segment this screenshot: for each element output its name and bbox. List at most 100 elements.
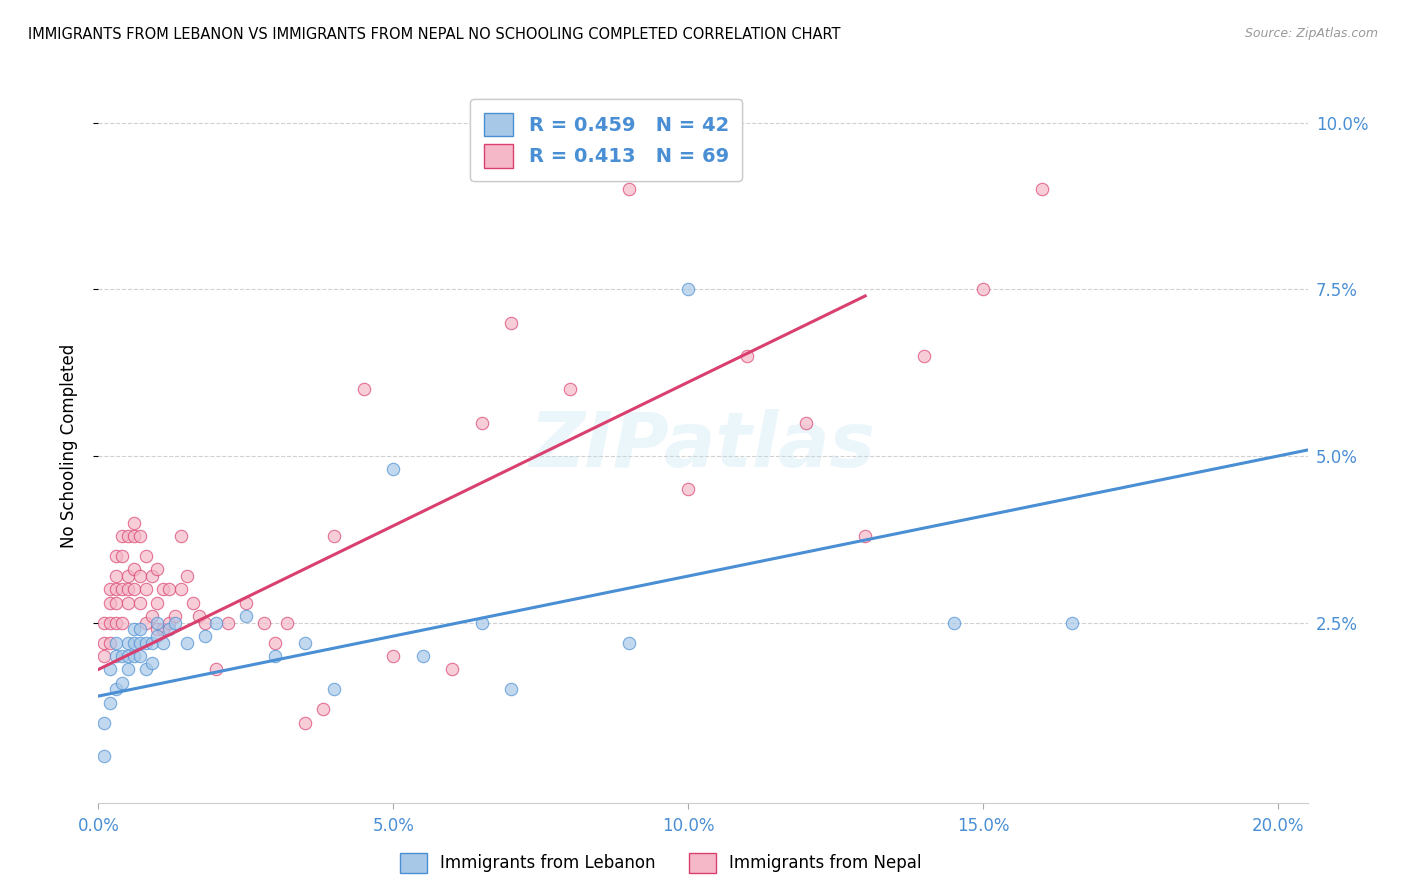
Point bbox=[294, 715, 316, 730]
Point bbox=[276, 615, 298, 630]
Point bbox=[111, 615, 134, 630]
Point bbox=[264, 636, 287, 650]
Point bbox=[912, 349, 935, 363]
Point bbox=[471, 615, 494, 630]
Point bbox=[311, 702, 333, 716]
Point bbox=[157, 615, 180, 630]
Point bbox=[217, 615, 239, 630]
Point bbox=[98, 662, 121, 676]
Point bbox=[111, 649, 134, 664]
Point bbox=[141, 569, 163, 583]
Point bbox=[105, 682, 128, 697]
Point bbox=[135, 615, 157, 630]
Point bbox=[235, 596, 257, 610]
Point bbox=[98, 615, 121, 630]
Point bbox=[194, 629, 217, 643]
Point bbox=[382, 649, 405, 664]
Point bbox=[135, 582, 157, 597]
Point bbox=[794, 416, 817, 430]
Text: IMMIGRANTS FROM LEBANON VS IMMIGRANTS FROM NEPAL NO SCHOOLING COMPLETED CORRELAT: IMMIGRANTS FROM LEBANON VS IMMIGRANTS FR… bbox=[28, 27, 841, 42]
Point bbox=[93, 636, 115, 650]
Point bbox=[152, 582, 174, 597]
Point bbox=[323, 529, 346, 543]
Point bbox=[853, 529, 876, 543]
Point bbox=[152, 623, 174, 637]
Point bbox=[122, 529, 145, 543]
Point bbox=[135, 549, 157, 563]
Point bbox=[135, 636, 157, 650]
Point bbox=[93, 649, 115, 664]
Point bbox=[501, 682, 523, 697]
Point bbox=[141, 656, 163, 670]
Point bbox=[98, 582, 121, 597]
Text: Source: ZipAtlas.com: Source: ZipAtlas.com bbox=[1244, 27, 1378, 40]
Point bbox=[98, 636, 121, 650]
Point bbox=[117, 582, 139, 597]
Point bbox=[235, 609, 257, 624]
Point bbox=[181, 596, 204, 610]
Point bbox=[135, 662, 157, 676]
Point bbox=[146, 623, 169, 637]
Point bbox=[501, 316, 523, 330]
Point bbox=[146, 596, 169, 610]
Point bbox=[122, 649, 145, 664]
Legend: R = 0.459   N = 42, R = 0.413   N = 69: R = 0.459 N = 42, R = 0.413 N = 69 bbox=[470, 99, 742, 181]
Point bbox=[111, 529, 134, 543]
Point bbox=[323, 682, 346, 697]
Point bbox=[117, 596, 139, 610]
Point bbox=[117, 662, 139, 676]
Point bbox=[205, 615, 228, 630]
Point bbox=[619, 636, 641, 650]
Point bbox=[122, 562, 145, 576]
Y-axis label: No Schooling Completed: No Schooling Completed bbox=[59, 344, 77, 548]
Point bbox=[560, 382, 582, 396]
Point bbox=[382, 462, 405, 476]
Point bbox=[111, 582, 134, 597]
Point bbox=[619, 182, 641, 196]
Point bbox=[111, 675, 134, 690]
Point bbox=[735, 349, 758, 363]
Point bbox=[678, 483, 700, 497]
Legend: Immigrants from Lebanon, Immigrants from Nepal: Immigrants from Lebanon, Immigrants from… bbox=[394, 847, 928, 880]
Point bbox=[441, 662, 464, 676]
Text: ZIPatlas: ZIPatlas bbox=[530, 409, 876, 483]
Point bbox=[194, 615, 217, 630]
Point bbox=[98, 696, 121, 710]
Point bbox=[176, 569, 198, 583]
Point bbox=[942, 615, 965, 630]
Point bbox=[122, 623, 145, 637]
Point bbox=[678, 282, 700, 296]
Point bbox=[128, 569, 150, 583]
Point bbox=[128, 529, 150, 543]
Point bbox=[128, 649, 150, 664]
Point bbox=[264, 649, 287, 664]
Point bbox=[98, 596, 121, 610]
Point bbox=[141, 636, 163, 650]
Point bbox=[128, 623, 150, 637]
Point bbox=[105, 549, 128, 563]
Point bbox=[187, 609, 209, 624]
Point bbox=[93, 749, 115, 764]
Point bbox=[105, 636, 128, 650]
Point bbox=[412, 649, 434, 664]
Point bbox=[165, 609, 187, 624]
Point bbox=[105, 569, 128, 583]
Point bbox=[146, 562, 169, 576]
Point bbox=[128, 596, 150, 610]
Point bbox=[122, 582, 145, 597]
Point bbox=[128, 636, 150, 650]
Point bbox=[105, 649, 128, 664]
Point bbox=[471, 416, 494, 430]
Point bbox=[105, 582, 128, 597]
Point bbox=[1031, 182, 1053, 196]
Point bbox=[205, 662, 228, 676]
Point bbox=[105, 615, 128, 630]
Point bbox=[157, 582, 180, 597]
Point bbox=[93, 715, 115, 730]
Point bbox=[176, 636, 198, 650]
Point bbox=[152, 636, 174, 650]
Point bbox=[972, 282, 994, 296]
Point bbox=[117, 636, 139, 650]
Point bbox=[170, 582, 193, 597]
Point bbox=[117, 649, 139, 664]
